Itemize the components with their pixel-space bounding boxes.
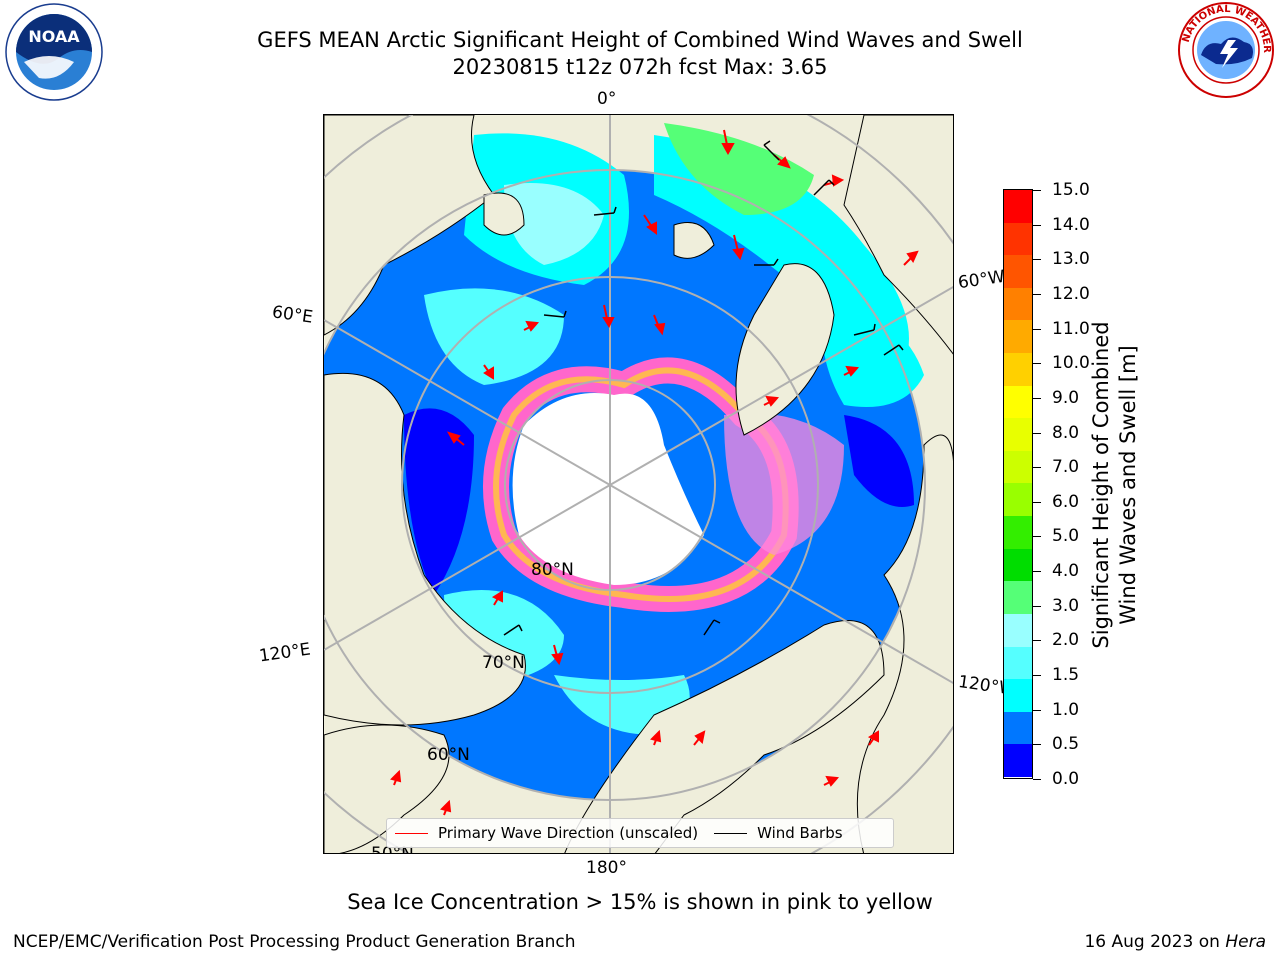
colorbar xyxy=(1003,189,1033,779)
lat-label-70n: 70°N xyxy=(482,653,525,673)
sea-ice-caption: Sea Ice Concentration > 15% is shown in … xyxy=(347,890,933,914)
lat-label-80n: 80°N xyxy=(531,560,574,580)
legend-wind-barbs: Wind Barbs xyxy=(714,824,843,842)
colorbar-segment xyxy=(1004,711,1032,745)
wind-barbs xyxy=(503,140,904,636)
svg-text:NOAA: NOAA xyxy=(28,27,80,46)
colorbar-segment xyxy=(1004,483,1032,517)
colorbar-segment xyxy=(1004,516,1032,549)
colorbar-tick-label: 10.0 xyxy=(1052,353,1090,374)
colorbar-tick-label: 1.0 xyxy=(1052,699,1080,720)
colorbar-tick xyxy=(1033,190,1041,191)
colorbar-tick-label: 11.0 xyxy=(1052,318,1090,339)
lon-label-60e: 60°E xyxy=(270,302,315,328)
noaa-logo: NOAA xyxy=(4,2,104,102)
footer-host: Hera xyxy=(1225,932,1266,952)
chart-title: GEFS MEAN Arctic Significant Height of C… xyxy=(257,28,1023,52)
colorbar-segment xyxy=(1004,385,1032,419)
colorbar-tick xyxy=(1033,605,1041,607)
colorbar-tick xyxy=(1033,363,1041,365)
colorbar-tick-label: 9.0 xyxy=(1052,387,1080,408)
colorbar-tick-label: 0.0 xyxy=(1052,769,1080,789)
greenland xyxy=(735,263,835,436)
colorbar-segment xyxy=(1004,255,1032,288)
lon-label-180: 180° xyxy=(586,858,627,878)
nws-logo: NATIONAL WEATHER SERVICE xyxy=(1172,0,1276,100)
colorbar-tick-label: 12.0 xyxy=(1052,283,1090,304)
central-ice xyxy=(512,393,704,585)
colorbar-segment xyxy=(1004,190,1032,223)
colorbar-segment xyxy=(1004,287,1032,321)
lon-label-120e: 120°E xyxy=(257,639,312,667)
colorbar-title-line2: Wind Waves and Swell [m] xyxy=(1116,345,1140,625)
footer-branch: NCEP/EMC/Verification Post Processing Pr… xyxy=(13,932,576,952)
footer-date: 16 Aug 2023 on Hera xyxy=(1084,932,1266,952)
colorbar-tick xyxy=(1033,328,1041,330)
graticule xyxy=(324,115,953,853)
colorbar-tick xyxy=(1033,536,1041,538)
colorbar-tick xyxy=(1033,224,1041,226)
colorbar-tick xyxy=(1033,293,1041,295)
lon-label-0: 0° xyxy=(597,89,617,109)
colorbar-title-line1: Significant Height of Combined xyxy=(1089,321,1113,649)
colorbar-tick xyxy=(1033,571,1041,573)
colorbar-segment xyxy=(1004,320,1032,354)
colorbar-tick xyxy=(1033,259,1041,261)
legend-wind-label: Wind Barbs xyxy=(757,824,843,842)
colorbar-segment xyxy=(1004,418,1032,451)
colorbar-tick-label: 8.0 xyxy=(1052,422,1080,443)
colorbar-tick-label: 6.0 xyxy=(1052,491,1080,512)
colorbar-tick xyxy=(1033,397,1041,399)
red-line-icon xyxy=(395,832,428,834)
legend-wave-direction: Primary Wave Direction (unscaled) xyxy=(395,824,698,842)
colorbar-tick-label: 0.5 xyxy=(1052,734,1080,755)
colorbar-segment xyxy=(1004,548,1032,582)
colorbar-segment xyxy=(1004,581,1032,614)
colorbar-tick xyxy=(1033,501,1041,503)
colorbar-tick-label: 14.0 xyxy=(1052,214,1090,235)
legend-wave-label: Primary Wave Direction (unscaled) xyxy=(438,824,699,842)
colorbar-tick-label: 13.0 xyxy=(1052,249,1090,270)
colorbar-tick xyxy=(1033,640,1041,642)
colorbar-tick-label: 2.0 xyxy=(1052,630,1080,651)
colorbar-tick xyxy=(1033,744,1041,746)
colorbar-tick-label: 1.5 xyxy=(1052,665,1080,686)
colorbar-tick-label: 5.0 xyxy=(1052,526,1080,547)
colorbar-tick xyxy=(1033,467,1041,469)
colorbar-segment xyxy=(1004,353,1032,386)
colorbar-tick xyxy=(1033,432,1041,434)
colorbar-tick xyxy=(1033,779,1041,780)
wave-direction-arrows xyxy=(390,129,919,816)
colorbar-tick-label: 7.0 xyxy=(1052,457,1080,478)
footer-date-text: 16 Aug 2023 on xyxy=(1084,932,1220,952)
map-legend: Primary Wave Direction (unscaled) Wind B… xyxy=(386,818,894,848)
black-line-icon xyxy=(714,832,748,834)
colorbar-tick xyxy=(1033,709,1041,711)
chart-subtitle: 20230815 t12z 072h fcst Max: 3.65 xyxy=(452,55,828,79)
colorbar-segment xyxy=(1004,613,1032,647)
colorbar-tick-label: 3.0 xyxy=(1052,595,1080,616)
colorbar-segment xyxy=(1004,450,1032,484)
arctic-wave-map: 80°N 70°N 60°N 50°N xyxy=(323,114,954,854)
colorbar-tick-label: 15.0 xyxy=(1052,180,1090,200)
lon-label-60w: 60°W xyxy=(956,266,1007,294)
colorbar-segment xyxy=(1004,222,1032,256)
colorbar-tick-label: 4.0 xyxy=(1052,561,1080,582)
colorbar-segment xyxy=(1004,646,1032,680)
colorbar-tick xyxy=(1033,675,1041,677)
colorbar-segment xyxy=(1004,679,1032,712)
lat-label-50n: 50°N xyxy=(371,844,414,854)
lat-label-60n: 60°N xyxy=(427,745,470,765)
colorbar-title: Significant Height of Combined Wind Wave… xyxy=(1088,321,1142,648)
colorbar-segment xyxy=(1004,744,1032,777)
